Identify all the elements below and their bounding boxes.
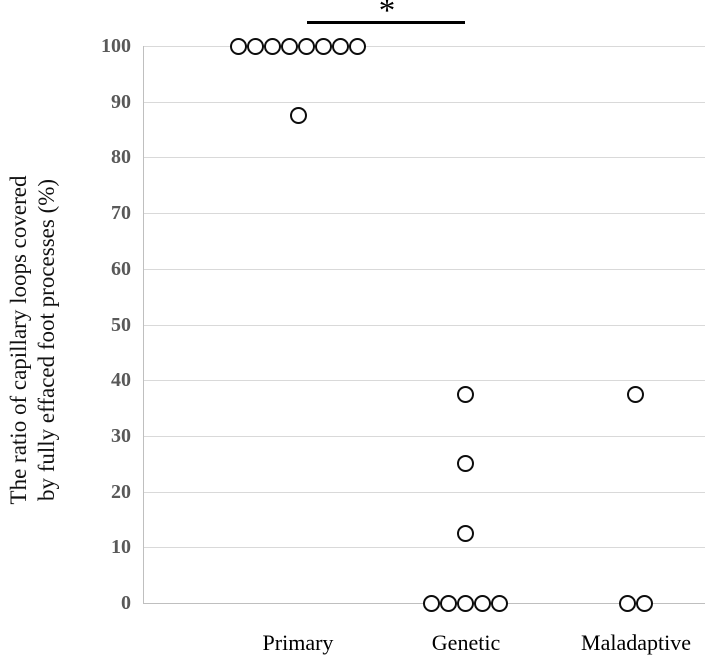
data-point-circle — [298, 38, 315, 55]
data-point-circle — [264, 38, 281, 55]
data-point-circle — [290, 107, 307, 124]
y-tick-label: 80 — [111, 146, 131, 168]
data-point-circle — [349, 38, 366, 55]
gridline — [143, 46, 705, 47]
y-tick-label: 0 — [121, 592, 131, 614]
y-tick-label: 50 — [111, 314, 131, 336]
y-tick-label: 30 — [111, 425, 131, 447]
y-tick-label: 10 — [111, 536, 131, 558]
y-axis-title-line-1: The ratio of capillary loops covered — [6, 175, 31, 505]
gridline — [143, 102, 705, 103]
y-axis-title-line-2: by fully effaced foot processes (%) — [34, 178, 59, 502]
data-point-circle — [315, 38, 332, 55]
significance-line — [307, 21, 465, 24]
data-point-circle — [627, 386, 644, 403]
significance-asterisk: * — [378, 0, 396, 29]
gridline — [143, 547, 705, 548]
data-point-circle — [636, 595, 653, 612]
data-point-circle — [247, 38, 264, 55]
data-point-circle — [423, 595, 440, 612]
gridline — [143, 325, 705, 326]
data-point-circle — [457, 455, 474, 472]
y-tick-label: 70 — [111, 202, 131, 224]
y-tick-label: 60 — [111, 258, 131, 280]
data-point-circle — [230, 38, 247, 55]
gridline — [143, 269, 705, 270]
category-label-maladaptive: Maladaptive — [581, 630, 691, 655]
data-point-circle — [491, 595, 508, 612]
category-label-genetic: Genetic — [431, 630, 501, 655]
y-tick-label: 20 — [111, 481, 131, 503]
data-point-circle — [619, 595, 636, 612]
gridline — [143, 157, 705, 158]
data-point-circle — [457, 525, 474, 542]
data-point-circle — [457, 595, 474, 612]
data-point-circle — [457, 386, 474, 403]
y-axis-line — [143, 46, 144, 603]
data-point-circle — [332, 38, 349, 55]
gridline — [143, 213, 705, 214]
y-tick-label: 90 — [111, 91, 131, 113]
y-axis-title: The ratio of capillary loops covered by … — [5, 57, 61, 623]
data-point-circle — [474, 595, 491, 612]
gridline — [143, 436, 705, 437]
data-point-circle — [281, 38, 298, 55]
y-tick-label: 100 — [101, 35, 131, 57]
data-point-circle — [440, 595, 457, 612]
gridline — [143, 492, 705, 493]
y-tick-label: 40 — [111, 369, 131, 391]
gridline — [143, 380, 705, 381]
category-label-primary: Primary — [262, 630, 334, 655]
